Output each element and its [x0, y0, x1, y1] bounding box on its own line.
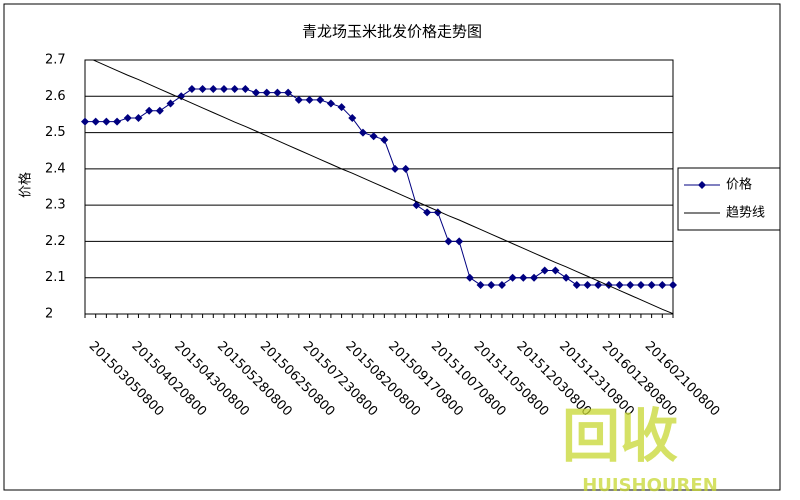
data-point	[369, 132, 378, 141]
data-point	[145, 106, 154, 115]
data-point	[401, 164, 410, 173]
data-point	[647, 280, 656, 289]
data-point	[380, 135, 389, 144]
data-point	[187, 85, 196, 94]
data-point	[91, 117, 100, 126]
data-point	[177, 92, 186, 101]
data-point	[497, 280, 506, 289]
legend-label: 趋势线	[726, 205, 765, 221]
y-axis-label: 价格	[18, 172, 34, 198]
data-point	[465, 273, 474, 282]
data-point	[305, 95, 314, 104]
data-point	[198, 85, 207, 94]
data-point	[508, 273, 517, 282]
legend-marker	[698, 181, 706, 189]
data-point	[530, 273, 539, 282]
data-point	[391, 164, 400, 173]
series-line	[91, 60, 673, 314]
data-point	[594, 280, 603, 289]
data-point	[412, 201, 421, 210]
data-point	[102, 117, 111, 126]
watermark-sub: HUISHOUREN	[582, 475, 718, 496]
legend-label: 价格	[726, 177, 752, 193]
data-point	[241, 85, 250, 94]
data-point	[123, 114, 132, 123]
plot-area	[84, 59, 674, 315]
data-point	[444, 237, 453, 246]
y-tick-label: 2.7	[45, 53, 66, 68]
data-point	[487, 280, 496, 289]
data-point	[583, 280, 592, 289]
data-point	[155, 106, 164, 115]
data-point	[455, 237, 464, 246]
data-point	[316, 95, 325, 104]
data-point	[81, 117, 89, 126]
data-point	[262, 88, 271, 97]
data-point	[358, 128, 367, 137]
data-point	[284, 88, 293, 97]
data-point	[562, 273, 571, 282]
data-point	[551, 266, 560, 275]
y-tick-label: 2.3	[45, 198, 66, 213]
data-point	[166, 99, 175, 108]
y-tick-label: 2.5	[45, 125, 66, 140]
data-point	[658, 280, 667, 289]
data-point	[519, 273, 528, 282]
data-point	[219, 85, 228, 94]
data-point	[348, 114, 357, 123]
y-tick-label: 2.4	[45, 161, 66, 176]
data-point	[615, 280, 624, 289]
data-point	[626, 280, 635, 289]
legend	[677, 167, 781, 231]
y-tick-label: 2.2	[45, 234, 66, 249]
data-point	[326, 99, 335, 108]
data-point	[273, 88, 282, 97]
data-point	[294, 95, 303, 104]
y-tick-label: 2.1	[45, 270, 66, 285]
data-point	[134, 114, 143, 123]
y-tick-label: 2	[45, 307, 53, 322]
data-point	[209, 85, 218, 94]
data-point	[572, 280, 581, 289]
data-point	[337, 103, 346, 112]
data-point	[423, 208, 432, 217]
data-point	[669, 280, 677, 289]
y-tick-label: 2.6	[45, 89, 66, 104]
data-point	[636, 280, 645, 289]
data-point	[252, 88, 261, 97]
data-point	[540, 266, 549, 275]
data-point	[113, 117, 122, 126]
chart-title: 青龙场玉米批发价格走势图	[302, 23, 482, 41]
data-point	[476, 280, 485, 289]
watermark: 回收	[562, 402, 678, 470]
data-point	[230, 85, 239, 94]
